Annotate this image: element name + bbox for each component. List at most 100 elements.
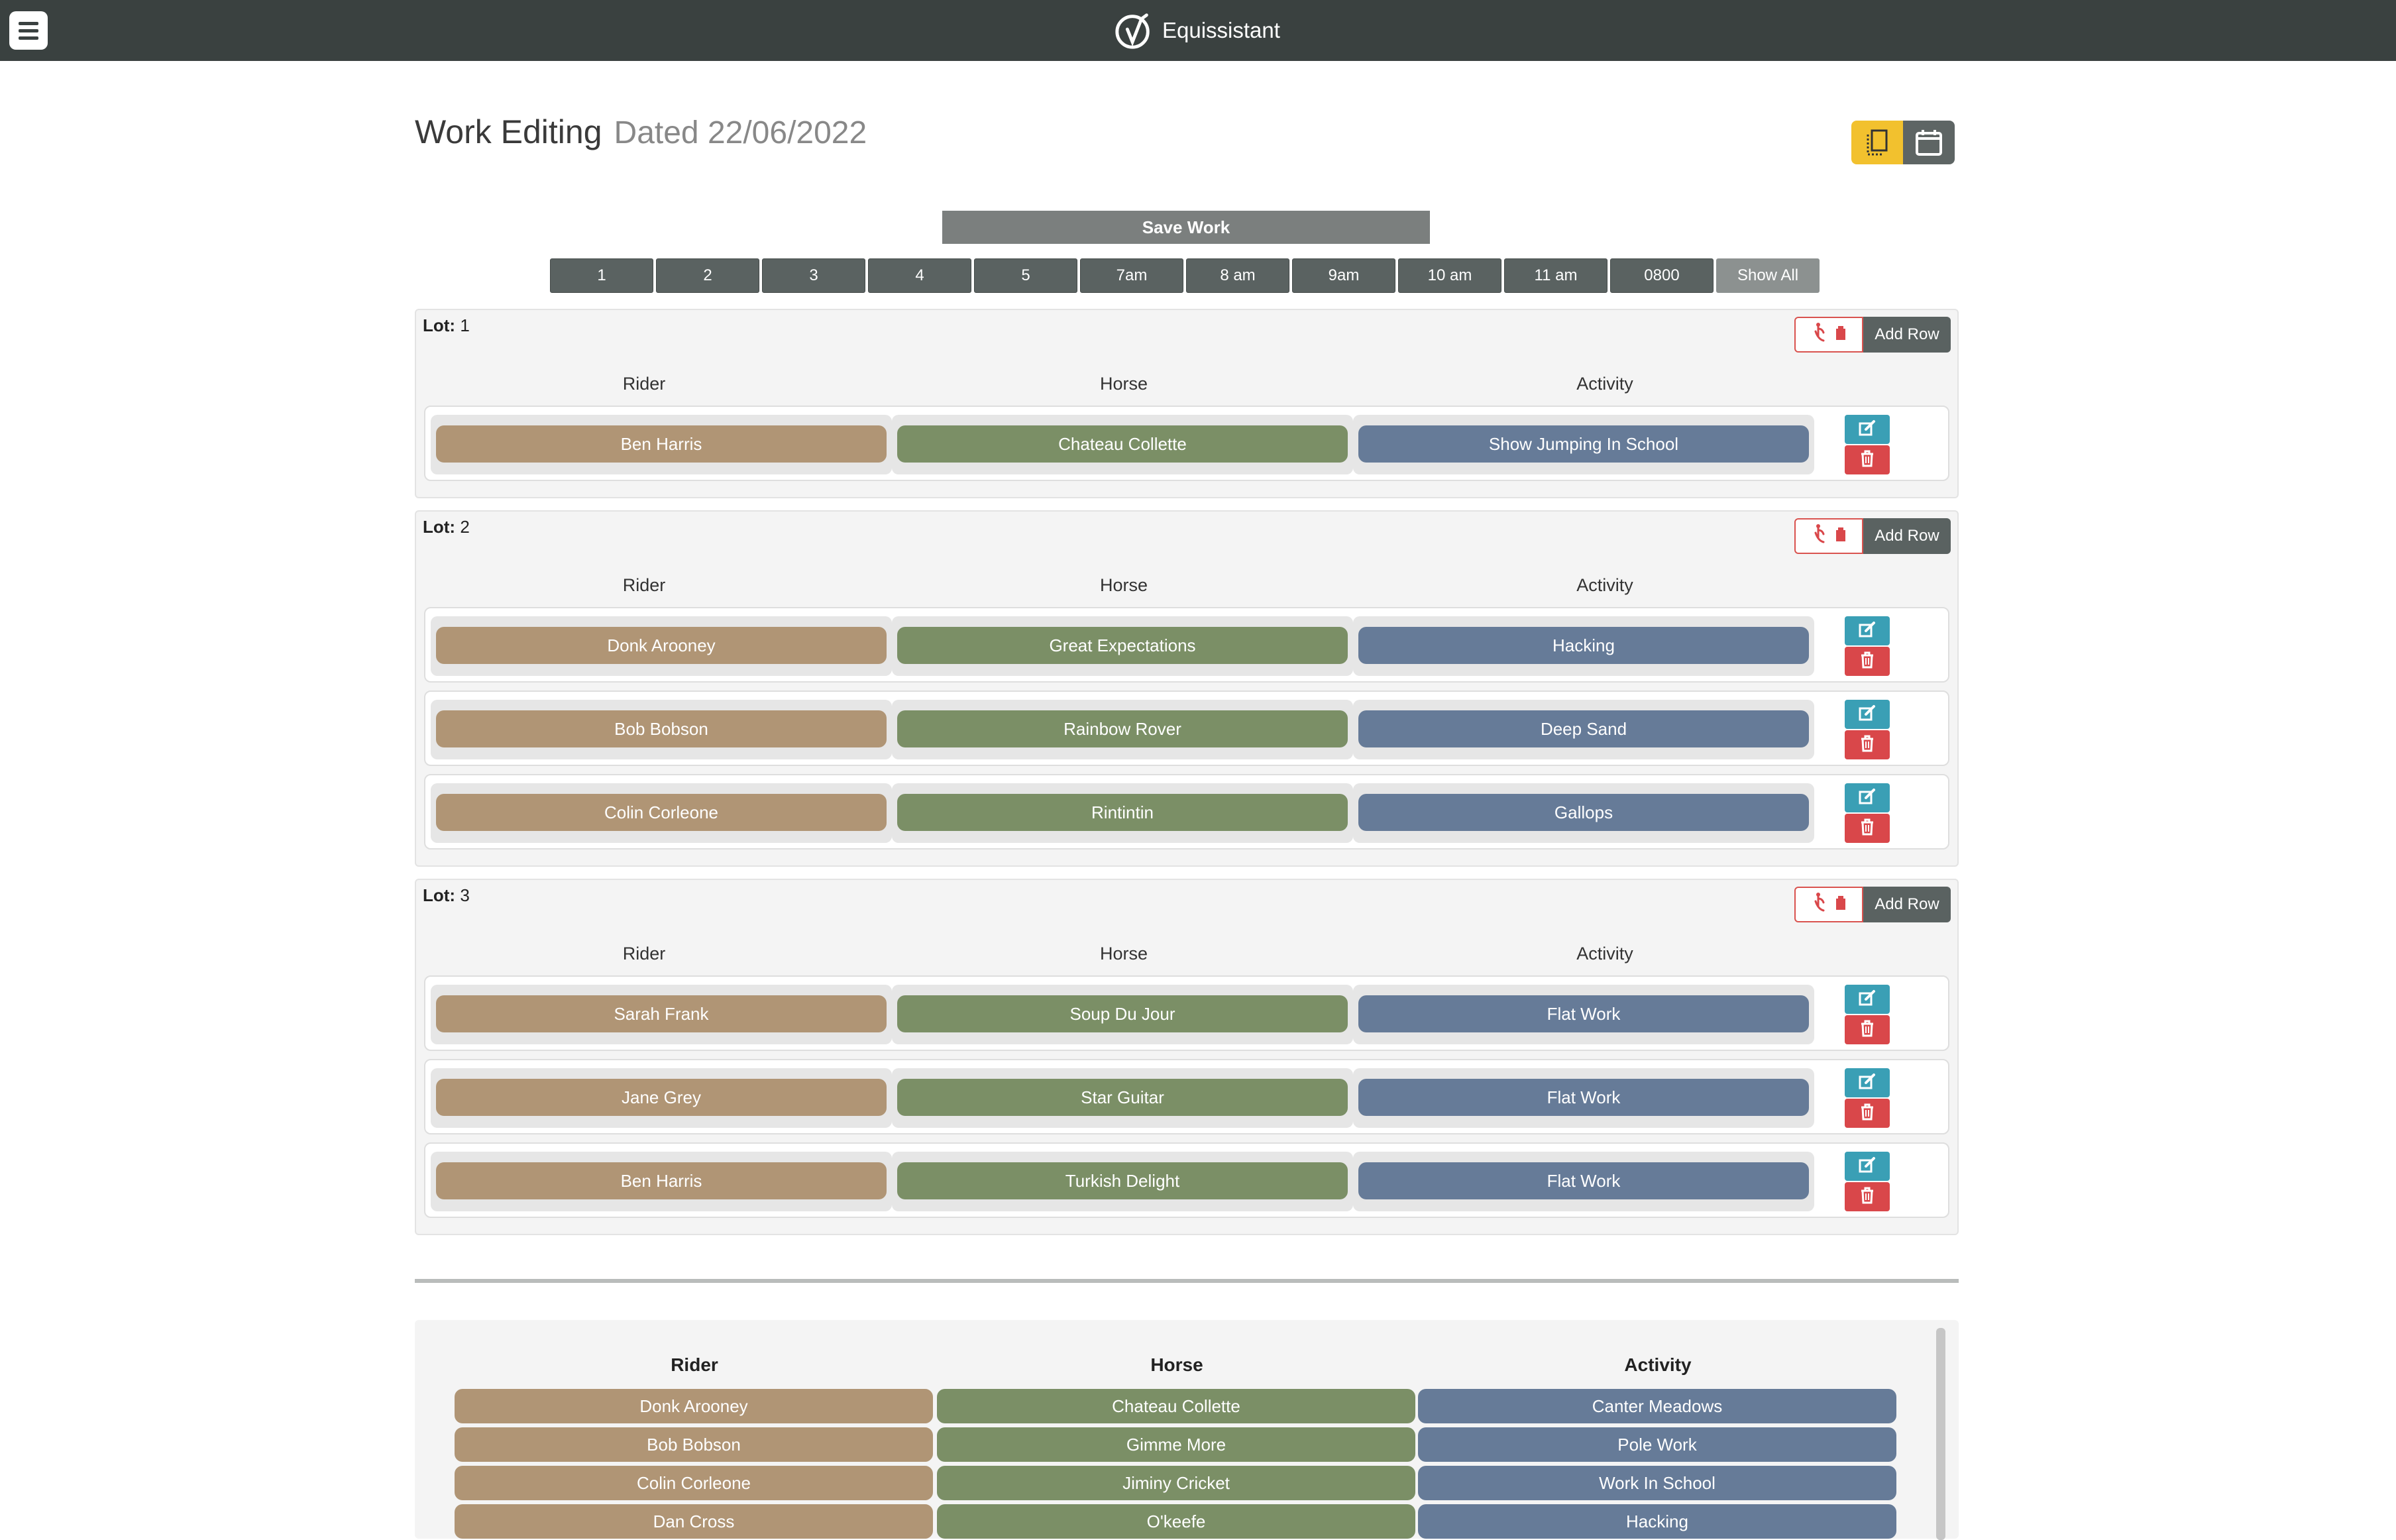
pool-activity-chip[interactable]: Canter Meadows bbox=[1418, 1389, 1896, 1423]
filter-button[interactable]: 3 bbox=[762, 258, 865, 293]
activity-chip[interactable]: Show Jumping In School bbox=[1358, 425, 1809, 463]
edit-row-button[interactable] bbox=[1845, 700, 1890, 729]
filter-button[interactable]: 0800 bbox=[1610, 258, 1714, 293]
activity-slot[interactable]: Deep Sand bbox=[1353, 700, 1814, 759]
activity-slot[interactable]: Show Jumping In School bbox=[1353, 415, 1814, 474]
scrollbar[interactable] bbox=[1936, 1328, 1945, 1540]
filter-button[interactable]: 2 bbox=[656, 258, 759, 293]
add-row-button[interactable]: Add Row bbox=[1863, 518, 1951, 554]
horse-slot[interactable]: Chateau Collette bbox=[892, 415, 1353, 474]
filter-button[interactable]: 7am bbox=[1080, 258, 1183, 293]
activity-chip[interactable]: Flat Work bbox=[1358, 995, 1809, 1032]
horse-slot[interactable]: Star Guitar bbox=[892, 1068, 1353, 1128]
horse-slot[interactable]: Great Expectations bbox=[892, 616, 1353, 676]
filter-button[interactable]: 9am bbox=[1292, 258, 1395, 293]
rider-chip[interactable]: Bob Bobson bbox=[436, 710, 887, 747]
edit-row-button[interactable] bbox=[1845, 1152, 1890, 1181]
activity-slot[interactable]: Flat Work bbox=[1353, 1152, 1814, 1211]
delete-row-button[interactable] bbox=[1845, 814, 1890, 843]
rider-chip[interactable]: Ben Harris bbox=[436, 1162, 887, 1199]
delete-mode-button[interactable] bbox=[1794, 887, 1863, 922]
horse-slot[interactable]: Rintintin bbox=[892, 783, 1353, 843]
activity-slot[interactable]: Hacking bbox=[1353, 616, 1814, 676]
app-name: Equissistant bbox=[1162, 18, 1280, 42]
rider-slot[interactable]: Ben Harris bbox=[431, 1152, 892, 1211]
rider-chip[interactable]: Jane Grey bbox=[436, 1079, 887, 1116]
pool-activity-chip[interactable]: Hacking bbox=[1418, 1504, 1896, 1539]
show-all-button[interactable]: Show All bbox=[1716, 258, 1820, 293]
horse-chip[interactable]: Star Guitar bbox=[897, 1079, 1348, 1116]
lot-label: Lot: 3 bbox=[423, 885, 470, 905]
horse-chip[interactable]: Chateau Collette bbox=[897, 425, 1348, 463]
brand[interactable]: Equissistant bbox=[1113, 5, 1280, 56]
rider-slot[interactable]: Colin Corleone bbox=[431, 783, 892, 843]
rider-chip[interactable]: Donk Arooney bbox=[436, 627, 887, 664]
pool-rider-chip[interactable]: Bob Bobson bbox=[455, 1427, 933, 1462]
work-row: Ben Harris Turkish Delight Flat Work bbox=[424, 1142, 1949, 1218]
edit-row-button[interactable] bbox=[1845, 783, 1890, 812]
rider-chip[interactable]: Sarah Frank bbox=[436, 995, 887, 1032]
delete-row-button[interactable] bbox=[1845, 1099, 1890, 1128]
hamburger-line bbox=[19, 28, 38, 32]
horse-chip[interactable]: Rintintin bbox=[897, 794, 1348, 831]
activity-slot[interactable]: Flat Work bbox=[1353, 1068, 1814, 1128]
pool-rider-chip[interactable]: Dan Cross bbox=[455, 1504, 933, 1539]
activity-slot[interactable]: Gallops bbox=[1353, 783, 1814, 843]
rider-slot[interactable]: Jane Grey bbox=[431, 1068, 892, 1128]
horse-slot[interactable]: Turkish Delight bbox=[892, 1152, 1353, 1211]
edit-row-button[interactable] bbox=[1845, 616, 1890, 645]
pool-horse-chip[interactable]: Jiminy Cricket bbox=[937, 1466, 1415, 1500]
pool-rider-chip[interactable]: Donk Arooney bbox=[455, 1389, 933, 1423]
horse-chip[interactable]: Turkish Delight bbox=[897, 1162, 1348, 1199]
trash-icon bbox=[1859, 449, 1876, 471]
save-work-button[interactable]: Save Work bbox=[942, 211, 1430, 244]
delete-row-button[interactable] bbox=[1845, 1015, 1890, 1044]
rider-chip[interactable]: Colin Corleone bbox=[436, 794, 887, 831]
add-row-button[interactable]: Add Row bbox=[1863, 887, 1951, 922]
rider-slot[interactable]: Sarah Frank bbox=[431, 985, 892, 1044]
pool-horse-chip[interactable]: O'keefe bbox=[937, 1504, 1415, 1539]
pool-horse-chip[interactable]: Chateau Collette bbox=[937, 1389, 1415, 1423]
menu-button[interactable] bbox=[9, 11, 48, 50]
horse-chip[interactable]: Soup Du Jour bbox=[897, 995, 1348, 1032]
delete-row-button[interactable] bbox=[1845, 730, 1890, 759]
filter-button[interactable]: 4 bbox=[868, 258, 971, 293]
list-view-button[interactable] bbox=[1851, 121, 1903, 164]
filter-button[interactable]: 10 am bbox=[1398, 258, 1501, 293]
activity-chip[interactable]: Flat Work bbox=[1358, 1162, 1809, 1199]
edit-icon bbox=[1858, 989, 1877, 1011]
horse-slot[interactable]: Soup Du Jour bbox=[892, 985, 1353, 1044]
filter-button[interactable]: 8 am bbox=[1186, 258, 1289, 293]
edit-row-button[interactable] bbox=[1845, 985, 1890, 1014]
column-header-rider: Rider bbox=[622, 575, 666, 595]
edit-row-button[interactable] bbox=[1845, 415, 1890, 444]
delete-mode-button[interactable] bbox=[1794, 518, 1863, 554]
rider-slot[interactable]: Ben Harris bbox=[431, 415, 892, 474]
edit-row-button[interactable] bbox=[1845, 1068, 1890, 1097]
delete-row-button[interactable] bbox=[1845, 647, 1890, 676]
filter-button[interactable]: 1 bbox=[550, 258, 653, 293]
rider-chip[interactable]: Ben Harris bbox=[436, 425, 887, 463]
activity-chip[interactable]: Flat Work bbox=[1358, 1079, 1809, 1116]
add-row-button[interactable]: Add Row bbox=[1863, 317, 1951, 353]
activity-chip[interactable]: Deep Sand bbox=[1358, 710, 1809, 747]
horse-chip[interactable]: Rainbow Rover bbox=[897, 710, 1348, 747]
filter-button[interactable]: 5 bbox=[974, 258, 1077, 293]
horse-slot[interactable]: Rainbow Rover bbox=[892, 700, 1353, 759]
rider-slot[interactable]: Bob Bobson bbox=[431, 700, 892, 759]
pool-horse-chip[interactable]: Gimme More bbox=[937, 1427, 1415, 1462]
filter-button[interactable]: 11 am bbox=[1504, 258, 1607, 293]
activity-slot[interactable]: Flat Work bbox=[1353, 985, 1814, 1044]
calendar-view-button[interactable] bbox=[1903, 121, 1955, 164]
pool-activity-chip[interactable]: Pole Work bbox=[1418, 1427, 1896, 1462]
rider-slot[interactable]: Donk Arooney bbox=[431, 616, 892, 676]
delete-row-button[interactable] bbox=[1845, 445, 1890, 474]
pool-activity-chip[interactable]: Work In School bbox=[1418, 1466, 1896, 1500]
horse-chip[interactable]: Great Expectations bbox=[897, 627, 1348, 664]
activity-chip[interactable]: Hacking bbox=[1358, 627, 1809, 664]
pool-rider-chip[interactable]: Colin Corleone bbox=[455, 1466, 933, 1500]
hamburger-line bbox=[19, 36, 38, 40]
delete-mode-button[interactable] bbox=[1794, 317, 1863, 353]
delete-row-button[interactable] bbox=[1845, 1182, 1890, 1211]
activity-chip[interactable]: Gallops bbox=[1358, 794, 1809, 831]
